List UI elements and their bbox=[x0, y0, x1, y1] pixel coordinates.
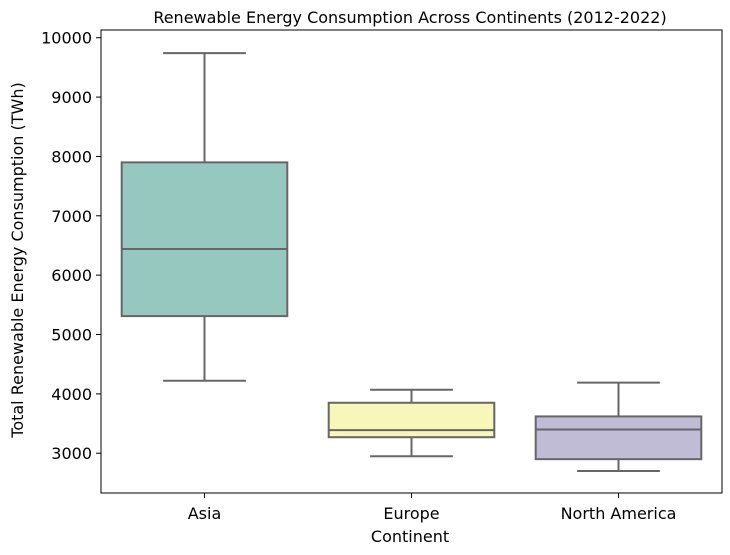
y-tick-label-3000: 3000 bbox=[51, 444, 92, 463]
y-tick-label-9000: 9000 bbox=[51, 88, 92, 107]
y-axis-label: Total Renewable Energy Consumption (TWh) bbox=[8, 82, 27, 438]
x-tick-label-north-america: North America bbox=[561, 504, 677, 523]
y-tick-label-6000: 6000 bbox=[51, 266, 92, 285]
y-tick-label-10000: 10000 bbox=[41, 29, 92, 48]
x-axis-label: Continent bbox=[371, 527, 449, 546]
box-asia bbox=[120, 161, 289, 318]
y-tick-label-7000: 7000 bbox=[51, 207, 92, 226]
x-tick-label-asia: Asia bbox=[188, 504, 222, 523]
y-tick-label-4000: 4000 bbox=[51, 385, 92, 404]
plot-area: 3000 4000 5000 6000 7000 8000 9000 10000 Asia Eur… bbox=[41, 29, 723, 523]
box-north-america bbox=[534, 415, 703, 461]
box-europe bbox=[327, 401, 496, 439]
y-tick-label-8000: 8000 bbox=[51, 147, 92, 166]
x-tick-label-europe: Europe bbox=[383, 504, 439, 523]
y-tick-label-5000: 5000 bbox=[51, 326, 92, 345]
chart-title: Renewable Energy Consumption Across Cont… bbox=[153, 8, 666, 27]
